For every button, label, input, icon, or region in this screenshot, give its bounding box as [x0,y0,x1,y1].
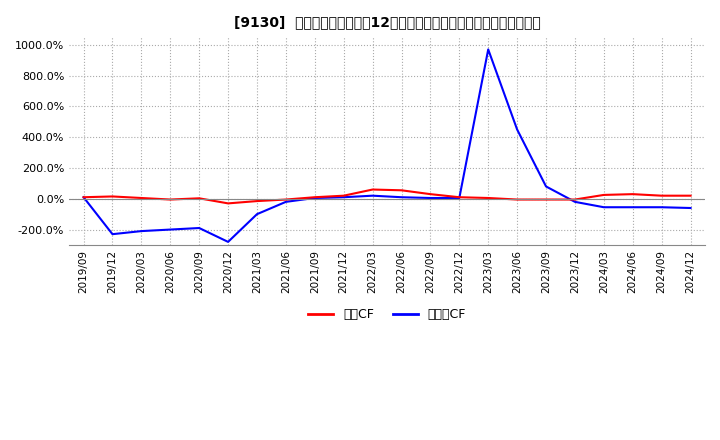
フリーCF [339,194,348,200]
営業CF [657,193,666,198]
営業CF [541,197,550,202]
フリーCF [195,225,204,231]
フリーCF [657,205,666,210]
フリーCF [224,239,233,245]
フリーCF [600,205,608,210]
フリーCF [541,184,550,189]
フリーCF [397,194,406,200]
Line: フリーCF: フリーCF [84,49,690,242]
営業CF [600,192,608,198]
フリーCF [108,231,117,237]
フリーCF [166,227,174,232]
営業CF [79,194,88,200]
営業CF [629,191,637,197]
営業CF [310,194,319,200]
Legend: 営業CF, フリーCF: 営業CF, フリーCF [303,303,471,326]
営業CF [339,193,348,198]
営業CF [253,198,261,204]
フリーCF [484,47,492,52]
営業CF [426,191,435,197]
フリーCF [282,199,290,205]
営業CF [397,187,406,193]
フリーCF [629,205,637,210]
フリーCF [369,193,377,198]
営業CF [571,197,580,202]
営業CF [166,197,174,202]
Line: 営業CF: 営業CF [84,190,690,203]
営業CF [282,197,290,202]
営業CF [224,201,233,206]
営業CF [108,194,117,199]
営業CF [195,196,204,201]
フリーCF [310,195,319,201]
フリーCF [513,127,521,132]
営業CF [484,195,492,201]
フリーCF [571,199,580,205]
フリーCF [455,195,464,201]
営業CF [137,195,145,201]
フリーCF [79,194,88,200]
Title: [9130]  キャッシュフローの12か月移動合計の対前年同期増減率の推移: [9130] キャッシュフローの12か月移動合計の対前年同期増減率の推移 [234,15,541,29]
フリーCF [686,205,695,211]
営業CF [455,194,464,200]
営業CF [369,187,377,192]
営業CF [513,197,521,202]
フリーCF [253,212,261,217]
フリーCF [137,228,145,234]
フリーCF [426,195,435,201]
営業CF [686,193,695,198]
